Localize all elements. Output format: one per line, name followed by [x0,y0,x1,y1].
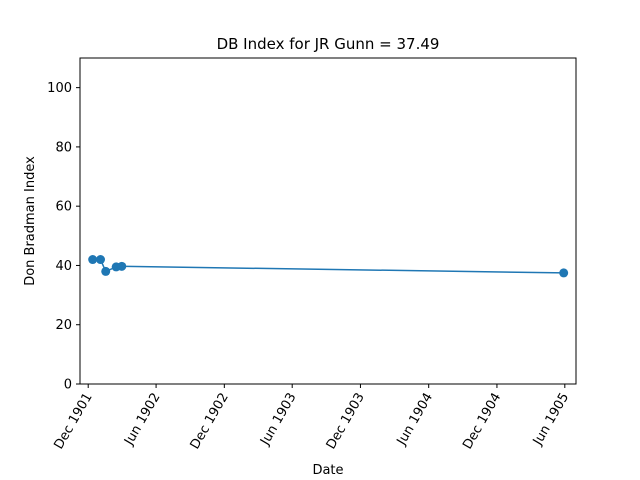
series-line [92,258,564,274]
x-tick-label: Dec 1903 [324,391,368,453]
data-point [88,255,98,265]
y-tick-label: 20 [55,318,72,333]
data-point [96,255,106,265]
chart-title: DB Index for JR Gunn = 37.49 [217,35,440,53]
x-tick-label: Dec 1904 [460,391,504,453]
x-tick-label: Dec 1902 [188,391,232,453]
y-tick-label: 100 [47,81,72,96]
data-point [559,268,569,278]
x-tick-label: Jun 1902 [121,391,163,449]
y-axis: 0 20 40 60 80 100 [47,81,80,393]
y-tick-label: 40 [55,259,72,274]
data-point [117,261,127,271]
x-tick-label: Jun 1905 [530,391,572,449]
x-tick-label: Jun 1903 [257,391,299,449]
x-axis-title: Date [312,463,343,478]
y-axis-title: Don Bradman Index [23,156,38,286]
y-tick-label: 80 [55,140,72,155]
plot-frame [79,57,577,385]
x-tick-label: Dec 1901 [51,391,95,453]
x-axis: Dec 1901 Jun 1902 Dec 1902 Jun 1903 Dec 1903… [51,384,572,452]
data-point [101,266,111,276]
x-tick-label: Jun 1904 [394,391,436,449]
y-tick-label: 0 [64,378,72,393]
y-tick-label: 60 [55,200,72,215]
plot-area [88,255,569,278]
